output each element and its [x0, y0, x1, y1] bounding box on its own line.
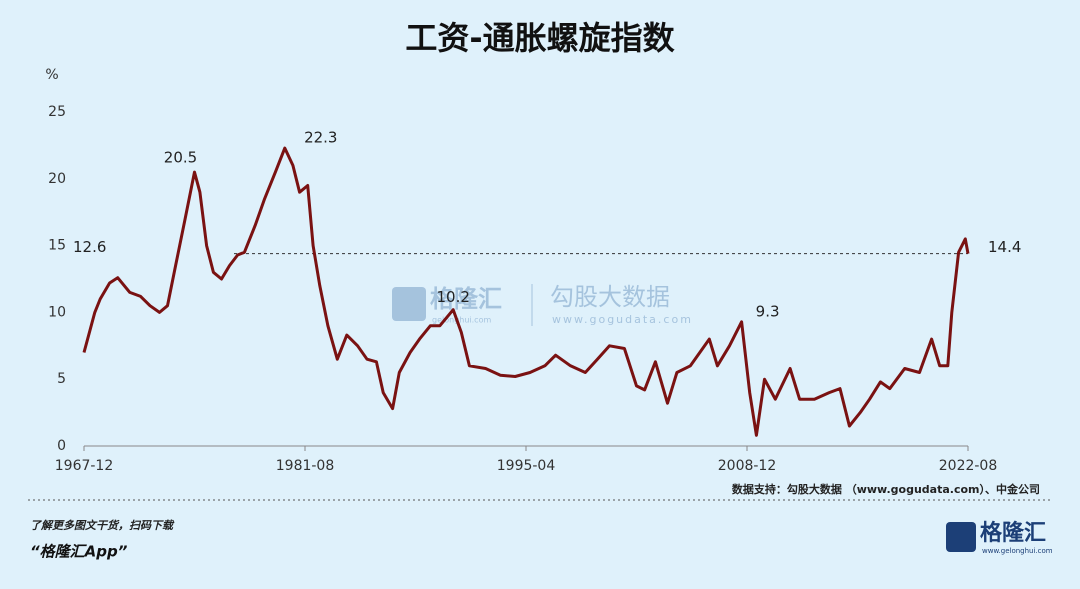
- watermark-site: gelonghui.com: [432, 316, 491, 325]
- y-tick-label: 20: [48, 171, 66, 187]
- x-tick-label: 2022-08: [939, 458, 998, 474]
- x-tick-label: 1967-12: [55, 458, 114, 474]
- y-tick-label: 5: [57, 371, 66, 387]
- y-tick-label: 10: [48, 304, 66, 320]
- data-label: 9.3: [756, 302, 780, 320]
- data-label: 22.3: [304, 129, 337, 147]
- watermark-partner: 勾股大数据: [550, 283, 670, 311]
- y-tick-label: 0: [57, 438, 66, 454]
- x-tick-label: 1995-04: [497, 458, 556, 474]
- watermark-brand: 格隆汇: [430, 285, 502, 313]
- footer-app: “格隆汇App”: [30, 543, 128, 561]
- logo-text: 格隆汇: [980, 520, 1046, 546]
- source: 数据支持：勾股大数据 （www.gogudata.com）、中金公司: [732, 482, 1040, 496]
- y-unit: %: [45, 67, 58, 83]
- watermark: 格隆汇 gelonghui.com 勾股大数据 www.gogudata.com: [392, 283, 693, 326]
- data-label: 12.6: [73, 238, 106, 256]
- y-tick-label: 25: [48, 104, 66, 120]
- logo-site: www.gelonghui.com: [982, 547, 1053, 555]
- data-label: 20.5: [164, 149, 197, 167]
- chart-title: 工资-通胀螺旋指数: [405, 19, 675, 57]
- y-tick-label: 15: [48, 238, 66, 254]
- x-tick-label: 1981-08: [276, 458, 335, 474]
- series-line: [82, 146, 970, 437]
- data-label: 10.2: [437, 288, 470, 306]
- watermark-icon: [392, 287, 426, 321]
- watermark-partner-site: www.gogudata.com: [552, 313, 693, 326]
- reference-label: 14.4: [988, 238, 1021, 256]
- logo-icon: [946, 522, 976, 552]
- x-tick-label: 2008-12: [718, 458, 777, 474]
- footer-promo: 了解更多图文干货，扫码下载: [30, 519, 175, 532]
